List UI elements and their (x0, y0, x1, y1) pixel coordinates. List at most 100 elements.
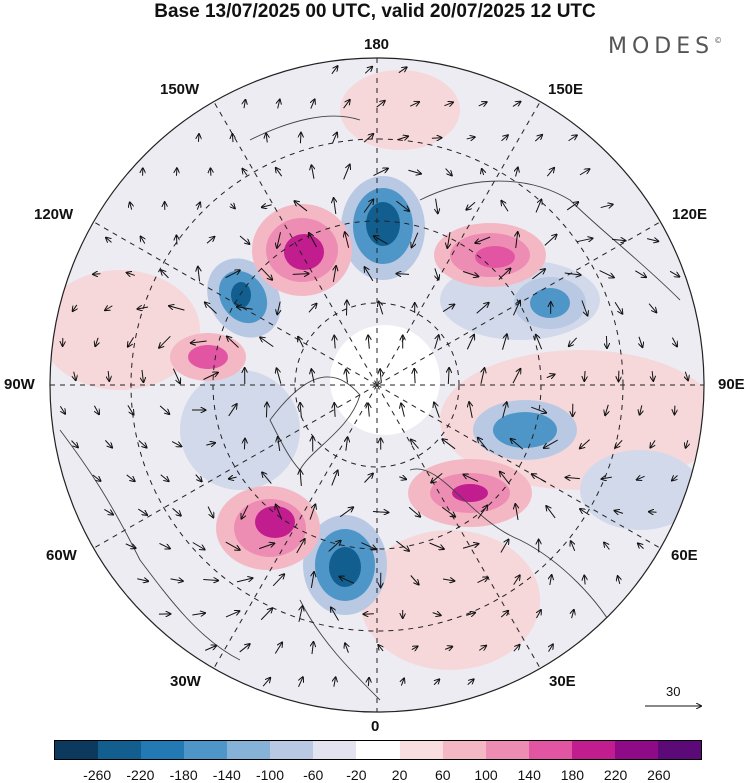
colorbar-tick-label: 20 (391, 767, 408, 783)
wind-vector-arrow (374, 236, 388, 245)
wind-vector-arrow (266, 134, 267, 143)
wind-vector-arrow (361, 542, 376, 550)
wind-vector-arrow (128, 337, 135, 346)
wind-vector-arrow (137, 579, 148, 581)
lon-label-120e: 120E (672, 206, 708, 223)
colorbar-tick-label: 140 (517, 767, 541, 783)
wind-vector-arrow (462, 271, 478, 276)
wind-vector-arrow (300, 470, 301, 487)
wind-vector-arrow (225, 270, 240, 279)
wind-vector-arrow (638, 543, 644, 548)
wind-vector-arrow (466, 137, 475, 139)
wind-vector-arrow (105, 306, 113, 310)
wind-vector-arrow (169, 306, 185, 311)
wind-vector-arrow (501, 135, 508, 142)
wind-vector-arrow (176, 235, 177, 245)
wind-vector-arrow (600, 204, 613, 207)
negative-anomaly-4 (473, 400, 577, 460)
lon-label-right: 90E (718, 376, 745, 393)
wind-vector-arrow (410, 575, 419, 584)
wind-vector-arrow (615, 439, 623, 447)
wind-vector-arrow (197, 202, 200, 210)
wind-vector-arrow (650, 440, 655, 447)
wind-vector-arrow (276, 168, 283, 177)
wind-vector-arrow (312, 642, 313, 655)
wind-vector-arrow (467, 679, 474, 686)
wind-vector-arrow (309, 504, 315, 520)
wind-vector-arrow (434, 679, 439, 686)
colorbar-cell (571, 741, 615, 759)
wind-vector-arrow (500, 472, 511, 485)
anomaly-pale-south (360, 530, 540, 670)
lon-label-top: 180 (364, 36, 390, 53)
wind-vector-arrow (92, 474, 101, 481)
colorbar-tick-label: -220 (126, 767, 155, 783)
wind-vector-arrow (445, 168, 452, 176)
wind-vector-arrow (262, 205, 272, 207)
wind-vector-arrow (481, 368, 485, 384)
wind-vector-arrow (566, 477, 580, 478)
wind-vector-arrow (192, 613, 205, 615)
wind-vector-arrow (614, 301, 622, 313)
colorbar-cell (442, 741, 486, 759)
wind-vector-arrow (411, 440, 419, 449)
colorbar-cell (141, 741, 185, 759)
coastlines (59, 115, 681, 701)
wind-vector-arrow (138, 440, 147, 447)
wind-vector-arrow (602, 477, 612, 479)
wind-vector-arrow (160, 474, 169, 481)
anomaly-pale-north (340, 70, 460, 150)
wind-vector-arrow (401, 403, 404, 417)
wind-vector-arrow (498, 268, 511, 280)
wind-vector-arrow (448, 368, 449, 385)
wind-vector-arrow (380, 369, 381, 383)
colorbar-ticks: -260 -220 -180 -140 -100 -60 -20 20 60 100 140 180 2… (54, 767, 702, 783)
wind-vector-arrow (242, 169, 246, 176)
wind-vector-arrow (198, 267, 200, 282)
wind-vector-arrow (566, 202, 578, 211)
wind-vector-arrow (434, 402, 440, 418)
wind-vector-arrow (580, 439, 590, 449)
wind-vector-arrow (580, 509, 590, 516)
wind-vector-arrow (432, 613, 441, 616)
wind-vector-arrow (408, 506, 420, 516)
wind-vector-arrow (396, 274, 410, 275)
wind-vector-arrow (192, 542, 205, 550)
wind-vector-arrow (434, 335, 439, 349)
wind-vector-arrow (444, 647, 452, 650)
colorbar-cell (55, 741, 99, 759)
colorbar-tick-label: -140 (212, 767, 241, 783)
lon-label-60w: 60W (46, 547, 77, 564)
wind-vector-arrow (239, 644, 250, 653)
colorbar-cell (528, 741, 572, 759)
wind-vector-arrow (512, 301, 520, 316)
wind-vector-arrow (411, 646, 418, 649)
wind-vector-arrow (466, 335, 474, 350)
wind-vector-arrow (300, 133, 301, 144)
wind-vector-arrow (159, 542, 169, 548)
wind-vector-arrow (95, 337, 98, 346)
wind-vector-arrow (373, 168, 388, 177)
wind-vector-arrow (536, 610, 540, 619)
wind-vector-arrow (276, 505, 283, 520)
wind-vector-arrow (431, 472, 443, 482)
wind-vector-arrow (478, 102, 487, 106)
wind-vector-arrow (278, 437, 280, 451)
colorbar-cell (184, 741, 228, 759)
wind-vector-arrow (532, 474, 546, 483)
wind-vector-arrow (550, 575, 552, 586)
map-boundary (49, 57, 705, 713)
colorbar-tick-label: 180 (560, 767, 585, 783)
wind-vector-arrow (311, 99, 315, 109)
wind-vector-arrow (611, 239, 625, 240)
wind-vector-arrow (277, 232, 281, 248)
wind-vector-arrow (442, 579, 454, 581)
wind-vector-arrow (397, 136, 408, 139)
positive-anomaly-2 (434, 223, 546, 287)
wind-vector-arrow (396, 200, 409, 211)
wind-vector-arrow (546, 506, 556, 519)
wind-vector-arrow (513, 575, 520, 585)
wind-vector-arrow (368, 403, 369, 417)
colorbar-cell (399, 741, 443, 759)
wind-vector-arrow (309, 233, 317, 248)
